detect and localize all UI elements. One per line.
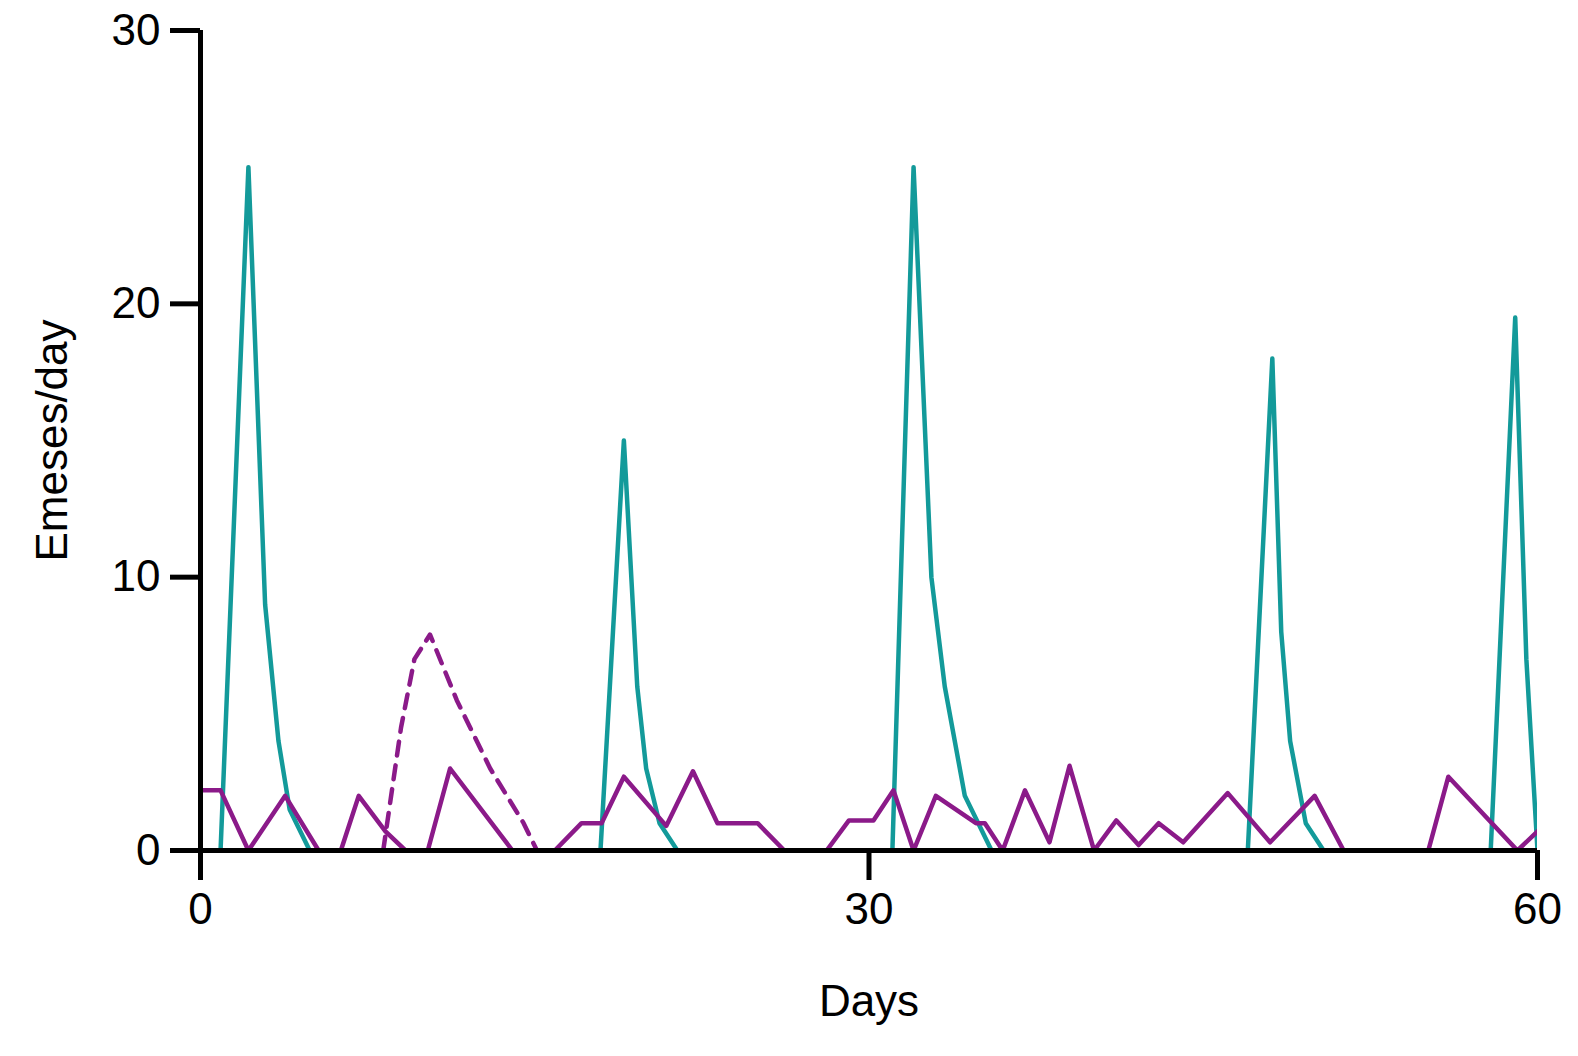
svg-text:30: 30 — [112, 5, 161, 54]
svg-text:60: 60 — [1513, 884, 1562, 933]
svg-text:30: 30 — [845, 884, 894, 933]
svg-text:0: 0 — [136, 825, 160, 874]
svg-text:Emeses/day: Emeses/day — [27, 319, 76, 561]
svg-text:Days: Days — [819, 976, 919, 1025]
svg-text:0: 0 — [188, 884, 212, 933]
svg-text:20: 20 — [112, 278, 161, 327]
svg-text:10: 10 — [112, 551, 161, 600]
